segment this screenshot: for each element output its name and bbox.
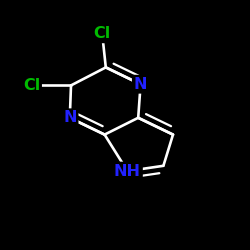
Text: Cl: Cl [94, 26, 111, 41]
Text: N: N [63, 110, 76, 125]
Text: N: N [134, 77, 147, 92]
Text: NH: NH [114, 164, 141, 178]
Text: Cl: Cl [23, 78, 40, 93]
